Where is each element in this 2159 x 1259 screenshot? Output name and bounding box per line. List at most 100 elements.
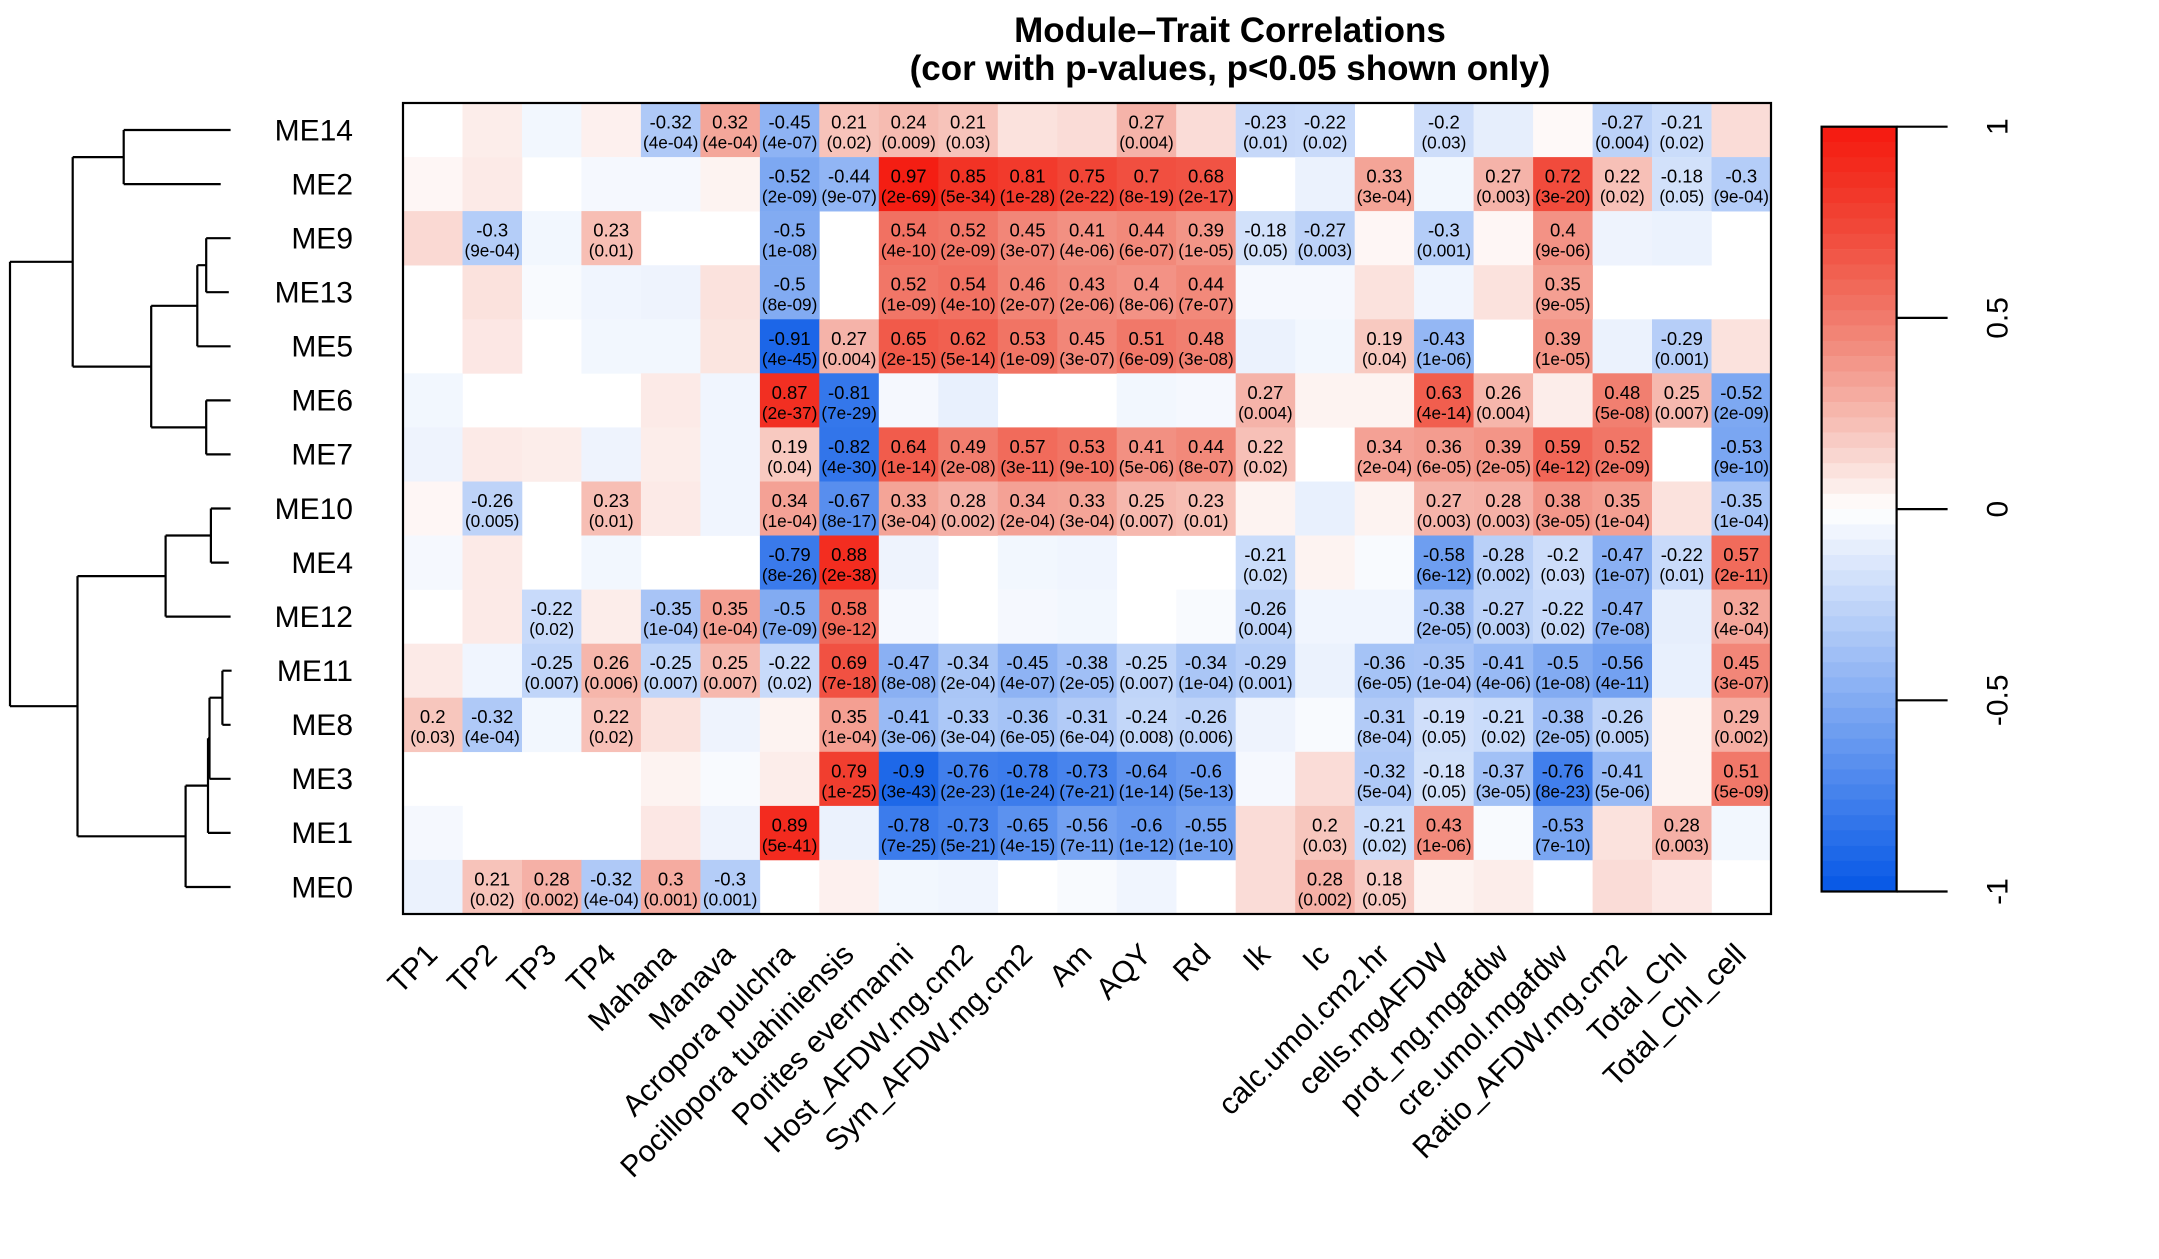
svg-text:0.85: 0.85 <box>950 166 986 187</box>
svg-text:(4e-04): (4e-04) <box>464 727 519 747</box>
svg-text:0.72: 0.72 <box>1545 166 1581 187</box>
svg-text:(0.04): (0.04) <box>1362 349 1407 369</box>
svg-text:-0.37: -0.37 <box>1482 760 1524 781</box>
svg-text:-0.2: -0.2 <box>1547 544 1579 565</box>
svg-text:-0.32: -0.32 <box>1363 760 1405 781</box>
svg-text:0.41: 0.41 <box>1128 436 1164 457</box>
svg-text:0.23: 0.23 <box>593 490 629 511</box>
svg-text:-0.3: -0.3 <box>714 868 746 889</box>
svg-text:(0.03): (0.03) <box>946 133 991 153</box>
svg-text:0.22: 0.22 <box>1247 436 1283 457</box>
svg-text:(3e-11): (3e-11) <box>1000 457 1054 477</box>
svg-text:ME7: ME7 <box>291 439 353 472</box>
svg-text:(0.007): (0.007) <box>703 673 757 693</box>
svg-text:(0.02): (0.02) <box>1302 133 1347 153</box>
svg-text:ME6: ME6 <box>291 385 353 418</box>
svg-text:(4e-45): (4e-45) <box>762 349 817 369</box>
svg-text:(0.004): (0.004) <box>1595 133 1649 153</box>
svg-text:(4e-07): (4e-07) <box>1000 673 1055 693</box>
svg-text:(2e-09): (2e-09) <box>940 241 995 261</box>
svg-text:(8e-23): (8e-23) <box>1535 781 1590 801</box>
svg-text:-0.22: -0.22 <box>769 652 811 673</box>
svg-text:0.43: 0.43 <box>1069 274 1105 295</box>
svg-text:(2e-05): (2e-05) <box>1476 457 1531 477</box>
svg-text:(0.007): (0.007) <box>643 673 697 693</box>
svg-text:ME14: ME14 <box>275 114 353 147</box>
svg-text:0.33: 0.33 <box>891 490 927 511</box>
svg-text:(4e-10): (4e-10) <box>881 241 936 261</box>
svg-text:(2e-07): (2e-07) <box>1000 295 1055 315</box>
svg-text:0.57: 0.57 <box>1723 544 1759 565</box>
svg-text:ME4: ME4 <box>291 547 353 580</box>
svg-text:(2e-22): (2e-22) <box>1059 187 1114 207</box>
svg-text:ME12: ME12 <box>275 601 353 634</box>
svg-text:-0.5: -0.5 <box>774 274 806 295</box>
svg-text:-0.19: -0.19 <box>1423 706 1465 727</box>
svg-text:(2e-05): (2e-05) <box>1416 619 1471 639</box>
svg-text:ME8: ME8 <box>291 709 353 742</box>
svg-text:-0.35: -0.35 <box>1720 490 1762 511</box>
svg-text:(9e-05): (9e-05) <box>1535 295 1590 315</box>
svg-text:(4e-07): (4e-07) <box>762 133 817 153</box>
svg-text:0.32: 0.32 <box>1723 598 1759 619</box>
svg-text:(0.001): (0.001) <box>1655 349 1709 369</box>
svg-text:0.28: 0.28 <box>534 868 570 889</box>
svg-text:-0.56: -0.56 <box>1601 652 1643 673</box>
svg-text:(0.002): (0.002) <box>941 511 995 531</box>
svg-text:ME2: ME2 <box>291 168 353 201</box>
svg-text:(2e-05): (2e-05) <box>1535 727 1590 747</box>
svg-text:(0.05): (0.05) <box>1243 241 1288 261</box>
svg-text:(0.01): (0.01) <box>1659 565 1704 585</box>
svg-text:-0.6: -0.6 <box>1131 814 1163 835</box>
svg-text:(4e-06): (4e-06) <box>1476 673 1531 693</box>
svg-text:-0.26: -0.26 <box>1601 706 1643 727</box>
svg-text:(8e-06): (8e-06) <box>1119 295 1174 315</box>
svg-text:0.65: 0.65 <box>891 328 927 349</box>
svg-text:0.28: 0.28 <box>1307 868 1343 889</box>
svg-text:0.22: 0.22 <box>1604 166 1640 187</box>
svg-text:-0.29: -0.29 <box>1244 652 1286 673</box>
svg-text:(7e-07): (7e-07) <box>1178 295 1233 315</box>
svg-text:(3e-20): (3e-20) <box>1535 187 1590 207</box>
svg-text:-0.3: -0.3 <box>1428 220 1460 241</box>
svg-text:(4e-04): (4e-04) <box>643 133 698 153</box>
svg-text:-0.18: -0.18 <box>1423 760 1465 781</box>
svg-text:0.45: 0.45 <box>1723 652 1759 673</box>
svg-text:(0.05): (0.05) <box>1421 727 1466 747</box>
svg-text:(0.001): (0.001) <box>643 889 697 909</box>
svg-text:-0.18: -0.18 <box>1661 166 1703 187</box>
svg-text:(7e-08): (7e-08) <box>1595 619 1650 639</box>
svg-text:0.28: 0.28 <box>950 490 986 511</box>
svg-text:0.39: 0.39 <box>1545 328 1581 349</box>
svg-text:(0.008): (0.008) <box>1119 727 1173 747</box>
svg-text:(9e-04): (9e-04) <box>1714 187 1769 207</box>
svg-text:(2e-37): (2e-37) <box>762 403 817 423</box>
svg-text:(0.001): (0.001) <box>703 889 757 909</box>
svg-text:-0.32: -0.32 <box>650 112 692 133</box>
svg-text:0.27: 0.27 <box>1247 382 1283 403</box>
svg-text:0.44: 0.44 <box>1188 274 1224 295</box>
svg-text:-0.5: -0.5 <box>774 220 806 241</box>
svg-text:(8e-04): (8e-04) <box>1357 727 1412 747</box>
svg-text:(1e-04): (1e-04) <box>702 619 757 639</box>
svg-text:0.3: 0.3 <box>658 868 684 889</box>
svg-text:(0.007): (0.007) <box>1119 673 1173 693</box>
svg-text:0.97: 0.97 <box>891 166 927 187</box>
svg-text:(1e-04): (1e-04) <box>821 727 876 747</box>
svg-text:0.75: 0.75 <box>1069 166 1105 187</box>
svg-text:0.52: 0.52 <box>891 274 927 295</box>
svg-text:0.7: 0.7 <box>1134 166 1160 187</box>
svg-text:(0.02): (0.02) <box>1659 133 1704 153</box>
svg-text:0.35: 0.35 <box>712 598 748 619</box>
svg-text:-0.55: -0.55 <box>1185 814 1227 835</box>
svg-text:-0.41: -0.41 <box>1601 760 1643 781</box>
svg-text:(2e-09): (2e-09) <box>762 187 817 207</box>
svg-text:(0.002): (0.002) <box>1298 889 1352 909</box>
svg-text:-0.76: -0.76 <box>947 760 989 781</box>
svg-text:(4e-30): (4e-30) <box>821 457 876 477</box>
svg-text:(3e-04): (3e-04) <box>881 511 936 531</box>
svg-text:ME9: ME9 <box>291 223 353 256</box>
svg-text:0.28: 0.28 <box>1664 814 1700 835</box>
svg-text:(cor with p-values, p<0.05 sho: (cor with p-values, p<0.05 shown only) <box>910 49 1551 88</box>
svg-text:-0.22: -0.22 <box>1661 544 1703 565</box>
